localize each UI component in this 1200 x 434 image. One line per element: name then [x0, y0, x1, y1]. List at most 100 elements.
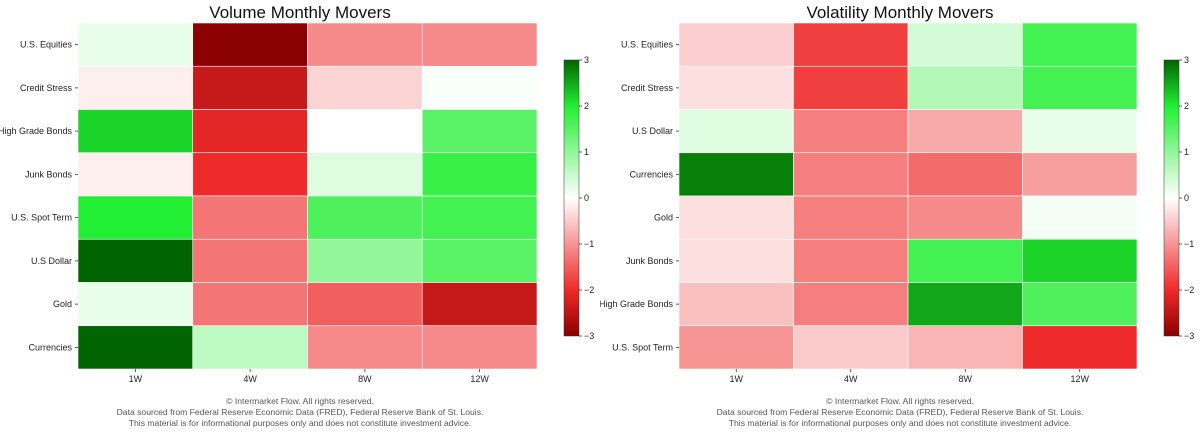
- copyright-text: © Intermarket Flow. All rights reserved.: [226, 396, 374, 406]
- colorbar-tick-label: 3: [584, 55, 589, 65]
- chart-title: Volume Monthly Movers: [209, 3, 391, 22]
- heatmap-cell: [421, 195, 538, 240]
- colorbar-tick-label: −3: [584, 331, 594, 341]
- heatmap-cell: [192, 325, 308, 370]
- heatmap-cell: [77, 325, 194, 370]
- heatmap-cell: [192, 22, 308, 67]
- heatmap-cell: [907, 65, 1023, 110]
- heatmap-cell: [421, 152, 538, 197]
- row-label: Currencies: [28, 342, 72, 352]
- heatmap-cell: [1022, 65, 1138, 110]
- heatmap-cell: [307, 325, 423, 370]
- heatmap-cell: [907, 282, 1023, 327]
- column-label: 4W: [844, 374, 858, 384]
- disclaimer-text: This material is for informational purpo…: [728, 418, 1072, 428]
- heatmap-cell: [678, 325, 794, 370]
- heatmap-cell: [1022, 238, 1138, 283]
- heatmap-cell: [907, 152, 1023, 197]
- column-label: 4W: [243, 374, 257, 384]
- chart-title: Volatility Monthly Movers: [806, 3, 994, 22]
- heatmap-cell: [192, 238, 308, 283]
- heatmap-cell: [77, 282, 194, 327]
- heatmap-cell: [678, 282, 794, 327]
- heatmap-cell: [192, 65, 308, 110]
- heatmap-cell: [192, 152, 308, 197]
- heatmap-cell: [307, 282, 423, 327]
- heatmap-cell: [907, 109, 1023, 154]
- heatmap-cell: [1022, 195, 1138, 240]
- heatmap-cell: [793, 238, 909, 283]
- column-label: 12W: [1070, 374, 1089, 384]
- row-label: High Grade Bonds: [0, 126, 72, 136]
- heatmap-cell: [77, 195, 194, 240]
- heatmap-cell: [678, 22, 794, 67]
- heatmap-cell: [307, 195, 423, 240]
- colorbar-tick-label: −2: [1184, 285, 1194, 295]
- colorbar-tick-label: 1: [584, 147, 589, 157]
- volume-heatmap-panel: Volume Monthly Movers U.S. Equities Credi…: [0, 0, 600, 390]
- row-label: U.S. Equities: [20, 40, 73, 50]
- copyright-text: © Intermarket Flow. All rights reserved.: [826, 396, 974, 406]
- colorbar-tick-label: 0: [1184, 193, 1189, 203]
- heatmap-cell: [907, 195, 1023, 240]
- heatmap-cell: [1022, 109, 1138, 154]
- source-text: Data sourced from Federal Reserve Econom…: [116, 407, 484, 417]
- row-label: U.S Dollar: [632, 126, 673, 136]
- heatmap-cell: [307, 22, 423, 67]
- heatmap-cell: [307, 238, 423, 283]
- row-label: Junk Bonds: [626, 256, 674, 266]
- footer-disclaimer: © Intermarket Flow. All rights reserved.…: [0, 396, 600, 429]
- row-label: Currencies: [629, 169, 673, 179]
- heatmap-cell: [421, 325, 538, 370]
- volume-heatmap: U.S. Equities Credit Stress High Grade Bon…: [0, 22, 594, 384]
- heatmap-cell: [421, 238, 538, 283]
- heatmap-cell: [907, 325, 1023, 370]
- column-label: 12W: [470, 374, 489, 384]
- heatmap-cell: [907, 22, 1023, 67]
- heatmap-cell: [793, 152, 909, 197]
- heatmap-cell: [1022, 282, 1138, 327]
- heatmap-cell: [1022, 152, 1138, 197]
- colorbar-tick-label: 2: [1184, 101, 1189, 111]
- source-text: Data sourced from Federal Reserve Econom…: [716, 407, 1084, 417]
- footer-disclaimer: © Intermarket Flow. All rights reserved.…: [600, 396, 1200, 429]
- heatmap-cell: [307, 65, 423, 110]
- heatmap-cell: [907, 238, 1023, 283]
- heatmap-cell: [192, 109, 308, 154]
- heatmap-cell: [793, 22, 909, 67]
- row-label: U.S Dollar: [31, 256, 72, 266]
- disclaimer-text: This material is for informational purpo…: [128, 418, 472, 428]
- heatmap-cell: [678, 152, 794, 197]
- row-label: U.S. Spot Term: [11, 213, 72, 223]
- heatmap-cell: [793, 195, 909, 240]
- heatmap-cell: [307, 109, 423, 154]
- volatility-heatmap-panel: Volatility Monthly Movers U.S. Equities C…: [600, 0, 1200, 390]
- row-label: Credit Stress: [621, 83, 674, 93]
- heatmap-cell: [678, 195, 794, 240]
- heatmap-cell: [307, 152, 423, 197]
- row-label: Credit Stress: [20, 83, 73, 93]
- colorbar-tick-label: 1: [1184, 147, 1189, 157]
- row-label: High Grade Bonds: [600, 299, 673, 309]
- row-label: Gold: [53, 299, 72, 309]
- heatmap-cell: [192, 195, 308, 240]
- column-label: 8W: [959, 374, 973, 384]
- heatmap-cell: [421, 109, 538, 154]
- row-label: U.S. Spot Term: [612, 342, 673, 352]
- row-label: Gold: [654, 213, 673, 223]
- heatmap-cell: [421, 22, 538, 67]
- colorbar: [563, 59, 580, 337]
- heatmap-cell: [678, 109, 794, 154]
- colorbar-tick-label: 0: [584, 193, 589, 203]
- heatmap-cell: [1022, 325, 1138, 370]
- colorbar-tick-label: −1: [1184, 239, 1194, 249]
- heatmap-cell: [793, 325, 909, 370]
- row-label: Junk Bonds: [25, 169, 73, 179]
- volatility-heatmap: U.S. Equities Credit Stress U.S Dollar Curr…: [600, 22, 1194, 384]
- heatmap-cell: [793, 109, 909, 154]
- colorbar-tick-label: −2: [584, 285, 594, 295]
- colorbar-tick-label: 2: [584, 101, 589, 111]
- column-label: 1W: [730, 374, 744, 384]
- colorbar-tick-label: −1: [584, 239, 594, 249]
- heatmap-cell: [77, 65, 194, 110]
